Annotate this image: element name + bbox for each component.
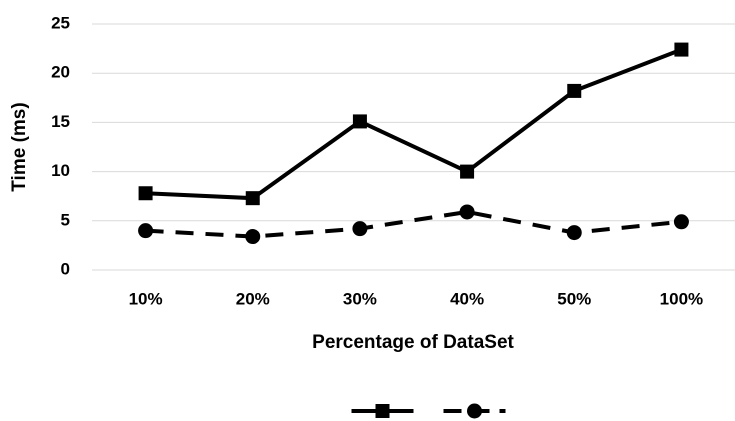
marker (459, 204, 475, 220)
legend-marker (375, 404, 390, 418)
y-tick-label: 10 (51, 161, 70, 180)
series-line (145, 47, 683, 201)
y-tick-label: 25 (51, 13, 70, 32)
marker (138, 186, 153, 201)
y-axis-title: Time (ms) (9, 102, 30, 191)
y-tick-label: 0 (61, 259, 70, 278)
series-line (145, 209, 682, 239)
x-tick-label: 100% (660, 289, 703, 308)
marker (567, 83, 582, 98)
x-tick-label: 50% (557, 289, 591, 308)
x-axis-title: Percentage of DataSet (312, 332, 514, 353)
x-tick-label: 30% (343, 289, 377, 308)
y-tick-label: 5 (61, 210, 70, 229)
x-tick-label: 40% (450, 289, 484, 308)
marker (566, 225, 582, 241)
x-tick-label: 20% (236, 289, 270, 308)
y-tick-label: 20 (51, 63, 70, 82)
marker (352, 221, 368, 237)
marker (138, 223, 154, 239)
legend-marker (467, 403, 482, 419)
x-tick-label: 10% (129, 289, 163, 308)
marker (673, 214, 689, 230)
y-tick-label: 15 (51, 112, 70, 131)
marker (245, 229, 261, 245)
marker (674, 42, 689, 57)
marker (245, 191, 260, 206)
marker (352, 114, 367, 129)
marker (460, 164, 475, 179)
